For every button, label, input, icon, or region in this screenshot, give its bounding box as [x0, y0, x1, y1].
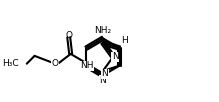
Text: O: O: [65, 31, 72, 40]
Text: N: N: [99, 76, 106, 85]
Text: N: N: [101, 69, 108, 79]
Text: H₃C: H₃C: [2, 59, 19, 68]
Text: O: O: [51, 59, 58, 68]
Text: H: H: [121, 36, 128, 45]
Text: NH: NH: [81, 61, 94, 70]
Text: NH₂: NH₂: [94, 26, 111, 35]
Text: N: N: [112, 52, 118, 61]
